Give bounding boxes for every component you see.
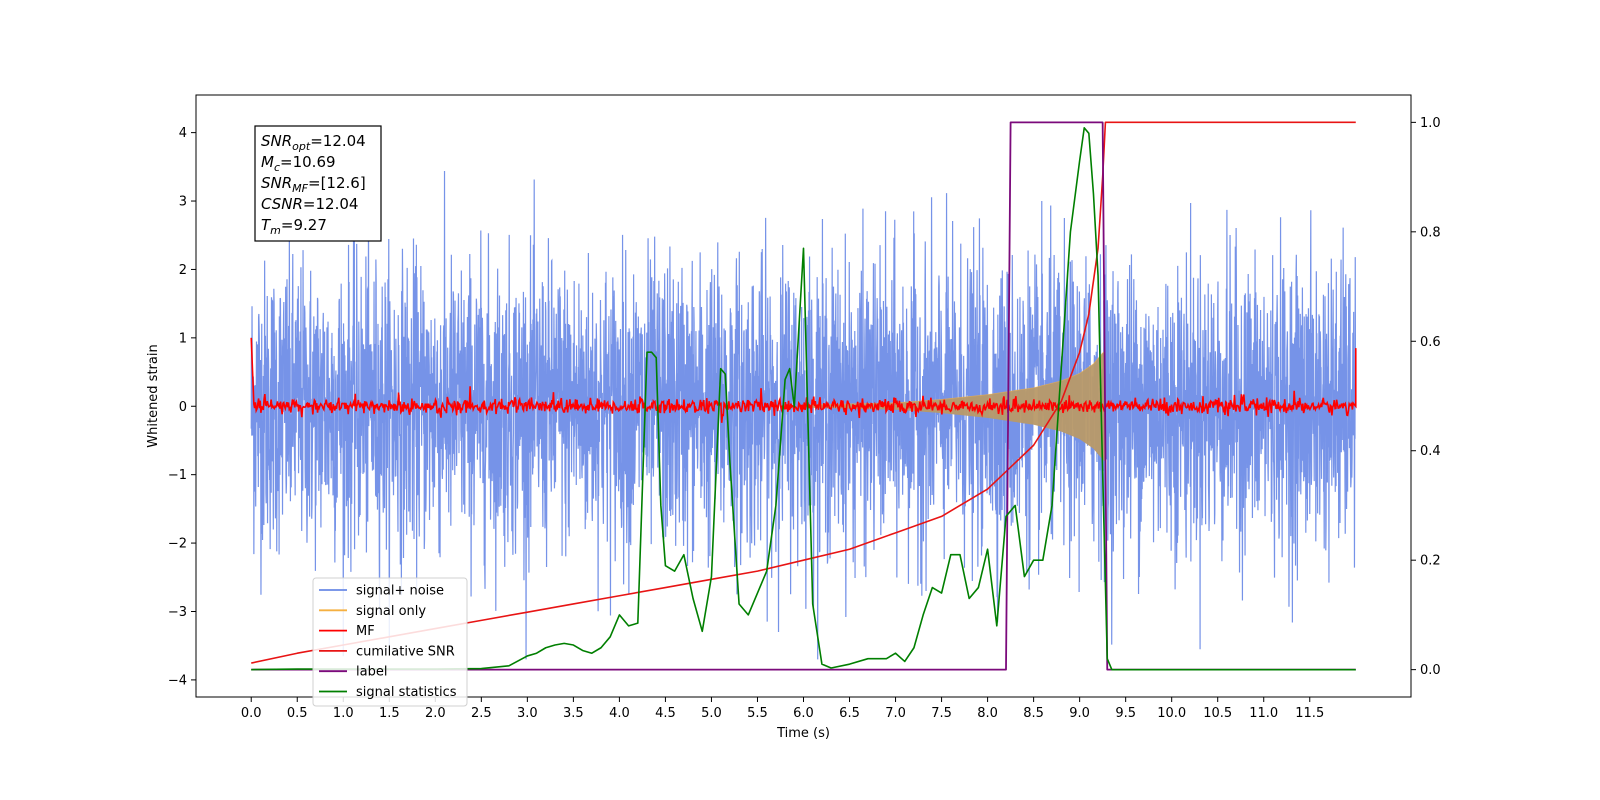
annotation-line: CSNR=12.04	[261, 195, 358, 213]
annotation-subscript: c	[274, 161, 280, 174]
x-tick-label: 1.0	[333, 706, 354, 721]
annotation-symbol: SNR	[261, 174, 292, 192]
x-tick-label: 3.0	[517, 706, 538, 721]
mf-line	[250, 337, 1357, 423]
annotation-value: =12.04	[310, 132, 366, 150]
x-tick-label: 11.5	[1295, 706, 1324, 721]
x-tick-label: 2.5	[471, 706, 492, 721]
metrics-annotation-box: SNRopt=12.04Mc=10.69SNRMF=[12.6]CSNR=12.…	[254, 125, 382, 242]
y2-tick-label: 0.6	[1420, 335, 1441, 350]
y-tick-label: −2	[168, 537, 187, 552]
x-tick-label: 7.5	[931, 706, 952, 721]
x-tick-label: 0.5	[287, 706, 308, 721]
annotation-symbol: CSNR	[261, 195, 303, 213]
legend-entry: signal only	[356, 604, 426, 619]
mf-series	[250, 337, 1357, 423]
x-tick-label: 1.5	[379, 706, 400, 721]
y2-tick-label: 0.4	[1420, 444, 1441, 459]
x-tick-label: 10.0	[1157, 706, 1186, 721]
y-tick-label: 4	[179, 126, 187, 141]
x-tick-label: 0.0	[241, 706, 262, 721]
x-axis-label: Time (s)	[776, 726, 830, 741]
annotation-value: =10.69	[280, 153, 336, 171]
y2-tick-label: 0.8	[1420, 225, 1441, 240]
annotation-line: SNRopt=12.04	[261, 132, 366, 153]
x-tick-label: 5.5	[747, 706, 768, 721]
annotation-subscript: opt	[292, 140, 311, 153]
annotation-line: SNRMF=[12.6]	[261, 174, 366, 195]
y-tick-label: 0	[179, 400, 187, 415]
y-tick-label: 3	[179, 195, 187, 210]
annotation-line: Tm=9.27	[261, 216, 327, 237]
annotation-symbol: M	[261, 153, 274, 171]
y2-tick-label: 1.0	[1420, 116, 1441, 131]
y-tick-label: 2	[179, 263, 187, 278]
signal-statistics-line	[251, 127, 1356, 671]
annotation-value: =9.27	[281, 216, 327, 234]
legend-entry: signal+ noise	[356, 584, 444, 599]
annotation-symbol: SNR	[261, 132, 292, 150]
y-tick-label: −4	[168, 673, 187, 688]
y-tick-label: −3	[168, 605, 187, 620]
x-tick-label: 9.5	[1115, 706, 1136, 721]
x-tick-label: 5.0	[701, 706, 722, 721]
x-tick-label: 10.5	[1203, 706, 1232, 721]
signal-statistics-series	[251, 127, 1356, 671]
annotation-symbol: T	[261, 216, 272, 234]
signal-only-upper-edge	[803, 351, 1105, 406]
x-tick-label: 7.0	[885, 706, 906, 721]
x-tick-label: 9.0	[1069, 706, 1090, 721]
annotation-subscript: m	[270, 224, 281, 237]
y2-tick-label: 0.2	[1420, 554, 1441, 569]
legend-entry: cumilative SNR	[356, 644, 455, 659]
x-axis: 0.0 0.5 1.0 1.5 2.0 2.5 3.0 3.5 4.0 4.5 5.0 5.5 6.0 6…	[241, 697, 1324, 721]
annotation-value: =[12.6]	[308, 174, 366, 192]
x-tick-label: 11.0	[1249, 706, 1278, 721]
x-tick-label: 8.0	[977, 706, 998, 721]
legend-frame	[312, 577, 468, 707]
y-axis-right: 0.0 0.2 0.4 0.6 0.8 1.0	[1411, 116, 1441, 678]
x-tick-label: 8.5	[1023, 706, 1044, 721]
x-tick-label: 4.5	[655, 706, 676, 721]
annotation-frame	[254, 125, 382, 242]
y-tick-label: 1	[179, 331, 187, 346]
x-tick-label: 2.0	[425, 706, 446, 721]
legend-entry: signal statistics	[356, 685, 457, 700]
y-axis-label: Whitened strain	[146, 344, 161, 447]
x-tick-label: 6.0	[793, 706, 814, 721]
x-tick-label: 6.5	[839, 706, 860, 721]
y-tick-label: −1	[168, 468, 187, 483]
legend-entry: MF	[356, 624, 375, 639]
signal-only-envelope	[803, 351, 1105, 461]
x-tick-label: 3.5	[563, 706, 584, 721]
annotation-line: Mc=10.69	[261, 153, 336, 174]
signal-only-series	[803, 351, 1105, 461]
y2-tick-label: 0.0	[1420, 663, 1441, 678]
x-tick-label: 4.0	[609, 706, 630, 721]
y-axis-left: −4 −3 −2 −1 0 1 2 3 4	[168, 126, 196, 688]
legend: signal+ noise signal only MF cumilative SNR…	[312, 577, 468, 707]
legend-entry: label	[356, 665, 387, 680]
annotation-value: =12.04	[303, 195, 359, 213]
annotation-subscript: MF	[292, 182, 308, 195]
